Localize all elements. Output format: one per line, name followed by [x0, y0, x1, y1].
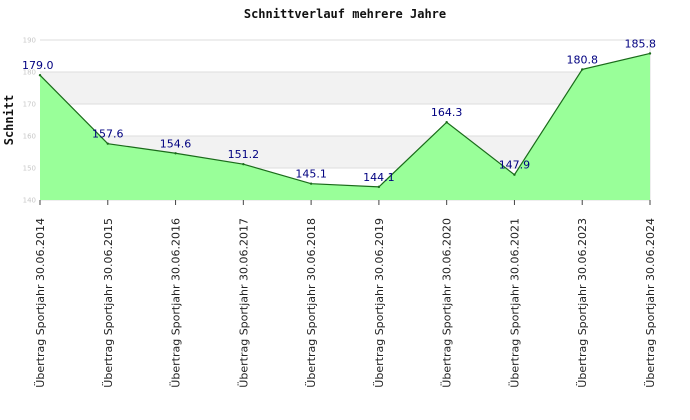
y-tick-label: 150	[23, 165, 36, 173]
x-tick-label: Übertrag Sportjahr 30.06.2017	[237, 218, 250, 388]
x-tick-label: Übertrag Sportjahr 30.06.2015	[102, 218, 115, 388]
x-tick-label: Übertrag Sportjahr 30.06.2020	[441, 218, 454, 388]
data-labels: 179.0 157.6 154.6 151.2 145.1 144.1 164.3 147.9…	[22, 37, 656, 183]
y-tick-label: 180	[23, 69, 36, 77]
data-point	[174, 152, 177, 155]
data-point	[648, 52, 652, 55]
x-tick-label: Übertrag Sportjahr 30.06.2023	[576, 218, 589, 388]
data-label: 157.6	[92, 128, 124, 141]
data-label: 151.2	[228, 148, 260, 161]
data-label: 145.1	[295, 168, 327, 181]
data-label: 154.6	[160, 137, 192, 150]
y-tick-label: 190	[23, 37, 36, 45]
data-point	[513, 173, 516, 176]
data-label: 164.3	[431, 106, 463, 119]
data-point	[445, 121, 448, 124]
x-tick-label: Übertrag Sportjahr 30.06.2024	[644, 218, 657, 388]
background-band	[40, 72, 650, 104]
series-line	[39, 52, 651, 188]
x-tick-label: Übertrag Sportjahr 30.06.2019	[373, 218, 386, 388]
data-point	[309, 182, 313, 185]
x-tick-label: Übertrag Sportjahr 30.06.2021	[508, 218, 521, 388]
series-area	[40, 53, 650, 200]
data-point	[581, 68, 584, 71]
area-layer	[38, 52, 652, 200]
data-label: 180.8	[566, 53, 598, 66]
y-axis-ticks: 140 150 160 170 180 190	[23, 37, 36, 205]
data-point	[106, 142, 109, 145]
y-tick-label: 170	[23, 101, 36, 109]
x-axis-ticks: Übertrag Sportjahr 30.06.2014 Übertrag Sp…	[34, 200, 657, 388]
x-tick-label: Übertrag Sportjahr 30.06.2016	[170, 218, 183, 388]
data-label: 179.0	[22, 59, 54, 72]
data-label: 185.8	[625, 37, 657, 50]
chart-title: Schnittverlauf mehrere Jahre	[244, 7, 446, 21]
data-label: 144.1	[363, 171, 395, 184]
data-point	[242, 162, 245, 166]
data-point	[377, 185, 381, 189]
y-tick-label: 160	[23, 133, 36, 141]
y-tick-label: 140	[23, 197, 36, 205]
x-tick-label: Übertrag Sportjahr 30.06.2014	[34, 218, 47, 388]
x-tick-label: Übertrag Sportjahr 30.06.2018	[305, 218, 318, 388]
data-label: 147.9	[499, 159, 531, 172]
y-axis-label: Schnitt	[2, 95, 16, 146]
background-band	[40, 40, 650, 72]
data-point	[38, 74, 42, 77]
